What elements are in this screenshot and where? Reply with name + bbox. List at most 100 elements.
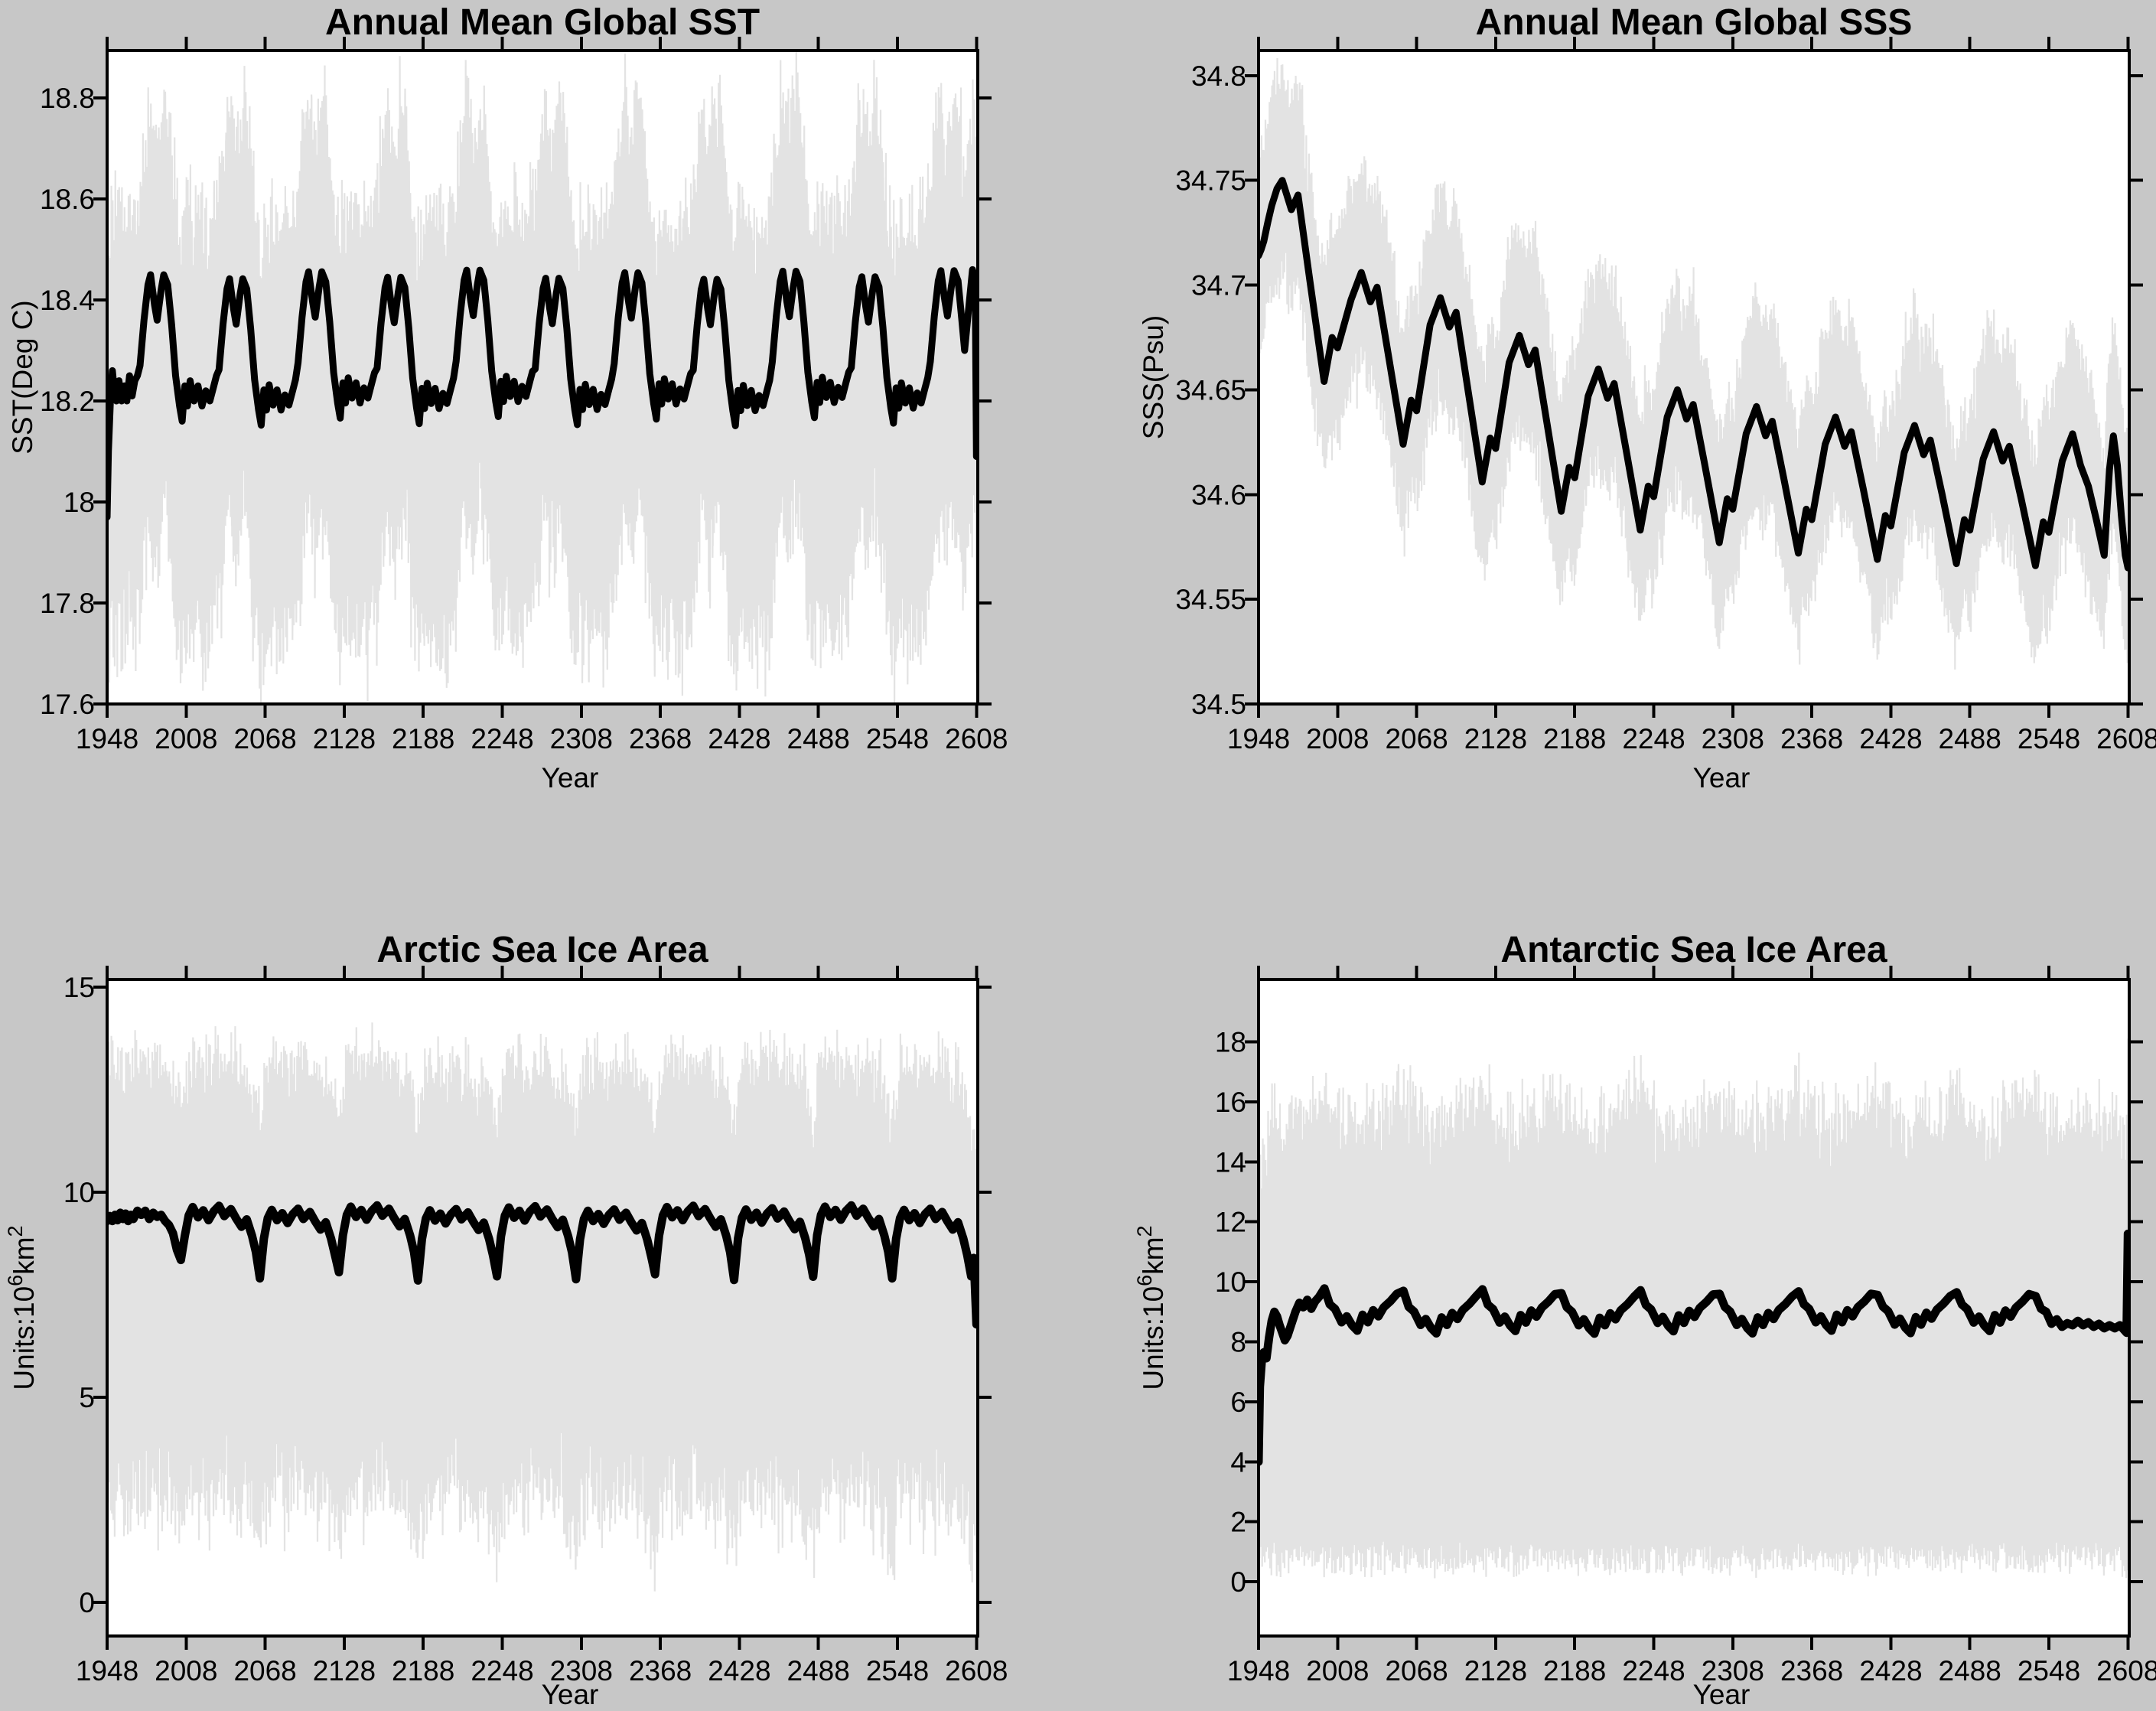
y-axis-label-text: km <box>8 1237 40 1275</box>
x-tick-label: 2428 <box>708 723 770 754</box>
y-tick-label: 34.55 <box>1175 584 1246 615</box>
annual-mean-arctic-ice-series <box>107 1201 978 1329</box>
x-tick-label: 2188 <box>392 1655 454 1687</box>
x-tick-label: 2368 <box>629 1655 692 1687</box>
y-tick-label: 10 <box>1215 1266 1246 1298</box>
x-tick-label: 2068 <box>1385 723 1448 754</box>
y-tick-label: 18.8 <box>40 83 95 114</box>
y-tick-label: 34.6 <box>1191 479 1246 510</box>
x-tick-label: 2308 <box>550 1655 613 1687</box>
y-tick-label: 15 <box>64 972 95 1003</box>
y-axis-label-sss: SSS(Psu) <box>1138 315 1170 439</box>
y-axis-label-text: SST(Deg C) <box>7 300 38 455</box>
y-tick-label: 18 <box>64 487 95 518</box>
x-tick-label: 2008 <box>155 1655 217 1687</box>
x-tick-label: 2608 <box>945 1655 1008 1687</box>
x-tick-label: 2368 <box>1780 1655 1843 1687</box>
panel-bottom-right-plot: 1948 2008 2068 2128 2188 2248 2308 2368 2428 2488… <box>1215 966 2156 1687</box>
x-tick-label: 2488 <box>787 1655 850 1687</box>
panel-title-arctic-ice: Arctic Sea Ice Area <box>376 930 708 970</box>
x-tick-label: 2248 <box>1622 723 1685 754</box>
y-tick-label: 6 <box>1230 1387 1246 1418</box>
y-tick-label: 34.7 <box>1191 270 1246 301</box>
x-tick-label: 2608 <box>2096 1655 2156 1687</box>
x-axis-label-sss: Year <box>1692 762 1751 794</box>
x-tick-label: 2128 <box>313 723 376 754</box>
x-tick-label: 2248 <box>471 1655 533 1687</box>
x-tick-label: 2308 <box>1702 723 1764 754</box>
x-tick-label: 2128 <box>1464 1655 1527 1687</box>
x-tick-label: 2488 <box>1939 1655 2001 1687</box>
y-axis-label-antarctic-ice: Units:106km2 <box>1133 1225 1170 1390</box>
y-tick-label: 8 <box>1230 1327 1246 1358</box>
x-tick-label: 2248 <box>471 723 533 754</box>
tick-marks-bottom-left <box>93 966 992 1650</box>
x-tick-label: 2008 <box>1306 1655 1369 1687</box>
annual-mean-sss-series <box>1259 177 2129 572</box>
x-tick-label: 2188 <box>1543 1655 1606 1687</box>
x-tick-label: 2368 <box>1780 723 1843 754</box>
y-tick-label: 4 <box>1230 1446 1246 1478</box>
x-tick-label: 2428 <box>1859 1655 1922 1687</box>
x-tick-label: 2188 <box>392 723 454 754</box>
y-axis-label-superscript: 6 <box>1133 1274 1156 1286</box>
y-tick-label: 10 <box>64 1177 95 1208</box>
x-axis-label-antarctic-ice: Year <box>1692 1679 1751 1710</box>
x-tick-label: 2068 <box>1385 1655 1448 1687</box>
y-axis-label-text: SSS(Psu) <box>1138 314 1169 440</box>
x-tick-label: 2248 <box>1622 1655 1685 1687</box>
tick-marks-top-right <box>1245 37 2143 718</box>
y-axis-label-sst: SST(Deg C) <box>7 300 39 454</box>
x-tick-label: 1948 <box>1227 1655 1290 1687</box>
x-tick-label: 2608 <box>2096 723 2156 754</box>
y-tick-label: 34.75 <box>1175 165 1246 197</box>
panel-top-right-plot: 1948 2008 2068 2128 2188 2248 2308 2368 2428 2488… <box>1175 37 2156 754</box>
monthly-arctic-ice-series <box>107 1022 978 1592</box>
y-tick-label: 0 <box>1230 1566 1246 1598</box>
y-tick-label: 34.65 <box>1175 374 1246 406</box>
axes-box-top-right <box>1257 49 2131 706</box>
x-tick-label: 2488 <box>787 723 850 754</box>
y-tick-label: 5 <box>79 1382 95 1413</box>
panel-bottom-left-plot: 1948 2008 2068 2128 2188 2248 2308 2368 2428 2488… <box>64 966 1008 1687</box>
x-tick-label: 2548 <box>2018 723 2080 754</box>
y-tick-label: 12 <box>1215 1207 1246 1238</box>
y-tick-label: 2 <box>1230 1507 1246 1538</box>
x-axis-label-arctic-ice: Year <box>541 1679 599 1710</box>
x-tick-label: 2428 <box>708 1655 770 1687</box>
x-axis-label-sst: Year <box>541 762 599 794</box>
x-tick-label: 2608 <box>945 723 1008 754</box>
x-tick-label: 1948 <box>76 723 138 754</box>
x-tick-label: 2428 <box>1859 723 1922 754</box>
x-tick-label: 1948 <box>1227 723 1290 754</box>
y-tick-label: 34.5 <box>1191 689 1246 720</box>
y-axis-label-arctic-ice: Units:106km2 <box>4 1225 41 1390</box>
annual-mean-sst-series <box>107 266 978 521</box>
x-tick-label: 2128 <box>313 1655 376 1687</box>
y-axis-label-text: Units:10 <box>1138 1286 1169 1390</box>
y-axis-label-superscript: 6 <box>4 1274 27 1286</box>
y-tick-label: 14 <box>1215 1146 1246 1178</box>
tick-marks-top-left <box>93 37 992 718</box>
x-tick-label: 2188 <box>1543 723 1606 754</box>
x-tick-label: 2308 <box>550 723 613 754</box>
x-tick-label: 2308 <box>1702 1655 1764 1687</box>
y-tick-label: 18.6 <box>40 184 95 215</box>
tick-marks-bottom-right <box>1245 966 2143 1650</box>
panel-title-sss: Annual Mean Global SSS <box>1475 2 1913 43</box>
y-tick-label: 16 <box>1215 1087 1246 1118</box>
y-tick-label: 17.8 <box>40 588 95 619</box>
y-axis-label-text: Units:10 <box>8 1286 40 1390</box>
x-tick-label: 2368 <box>629 723 692 754</box>
axes-box-top-left <box>106 49 979 706</box>
x-tick-label: 1948 <box>76 1655 138 1687</box>
x-tick-label: 2548 <box>2018 1655 2080 1687</box>
panel-title-sst: Annual Mean Global SST <box>324 2 760 43</box>
y-tick-label: 18.2 <box>40 386 95 417</box>
x-tick-label: 2068 <box>233 723 296 754</box>
axes-box-bottom-left <box>106 978 979 1638</box>
x-tick-label: 2008 <box>155 723 217 754</box>
axes-box-bottom-right <box>1257 978 2131 1638</box>
